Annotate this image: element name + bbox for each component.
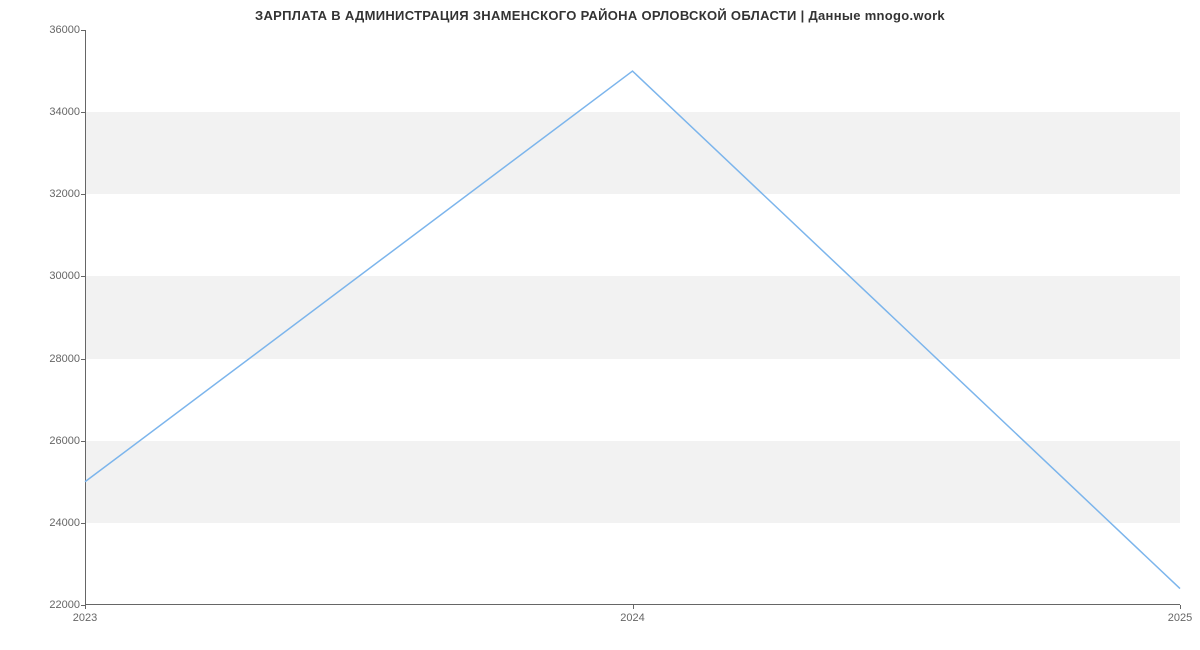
y-tick-mark [81,523,85,524]
y-tick-mark [81,194,85,195]
x-tick-label: 2024 [620,612,644,624]
y-tick-mark [81,359,85,360]
y-tick-label: 28000 [30,353,80,365]
salary-line-chart: ЗАРПЛАТА В АДМИНИСТРАЦИЯ ЗНАМЕНСКОГО РАЙ… [0,0,1200,650]
x-tick-label: 2023 [73,612,97,624]
y-tick-mark [81,441,85,442]
x-tick-mark [85,605,86,609]
x-tick-mark [633,605,634,609]
y-tick-mark [81,276,85,277]
y-tick-label: 24000 [30,517,80,529]
y-tick-label: 32000 [30,188,80,200]
y-tick-label: 34000 [30,106,80,118]
y-tick-mark [81,30,85,31]
y-tick-label: 30000 [30,270,80,282]
y-tick-label: 22000 [30,599,80,611]
y-tick-label: 36000 [30,24,80,36]
y-tick-mark [81,112,85,113]
line-layer [85,30,1180,605]
x-tick-label: 2025 [1168,612,1192,624]
y-tick-label: 26000 [30,435,80,447]
series-line-salary [85,71,1180,589]
chart-title: ЗАРПЛАТА В АДМИНИСТРАЦИЯ ЗНАМЕНСКОГО РАЙ… [0,8,1200,23]
x-tick-mark [1180,605,1181,609]
plot-area [85,30,1180,605]
